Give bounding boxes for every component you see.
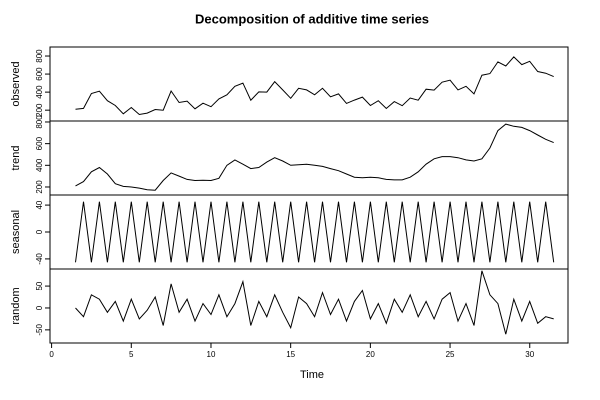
y-tick-label: 200 — [35, 103, 44, 117]
chart-title: Decomposition of additive time series — [195, 11, 429, 26]
y-tick-label: 0 — [35, 305, 44, 310]
series-line — [75, 201, 555, 263]
y-tick-label: 800 — [35, 49, 44, 63]
x-tick-label: 30 — [525, 350, 534, 359]
y-tick-label: 200 — [35, 180, 44, 194]
x-tick-label: 10 — [207, 350, 216, 359]
x-axis-label: Time — [300, 369, 324, 381]
y-tick-label: 50 — [35, 281, 44, 290]
y-tick-label: 400 — [35, 158, 44, 172]
x-tick-label: 25 — [446, 350, 455, 359]
y-tick-label: -50 — [35, 324, 44, 336]
panel-frame — [49, 268, 569, 344]
series-line — [75, 123, 554, 191]
x-tick-label: 5 — [129, 350, 134, 359]
series-line — [75, 56, 554, 116]
y-tick-label: -40 — [35, 253, 44, 265]
y-axis-label: trend — [10, 145, 22, 170]
x-tick-label: 20 — [366, 350, 375, 359]
y-axis-label: random — [10, 287, 22, 324]
x-tick-label: 0 — [49, 350, 54, 359]
panel-frame — [49, 120, 569, 196]
y-tick-label: 0 — [35, 229, 44, 234]
x-tick-label: 15 — [286, 350, 295, 359]
y-tick-label: 800 — [35, 115, 44, 129]
y-tick-label: 600 — [35, 136, 44, 150]
y-axis-label: seasonal — [10, 210, 22, 254]
y-tick-label: 400 — [35, 85, 44, 99]
y-tick-label: 600 — [35, 67, 44, 81]
y-tick-label: 40 — [35, 200, 44, 209]
series-line — [75, 270, 554, 335]
y-axis-label: observed — [10, 61, 22, 106]
